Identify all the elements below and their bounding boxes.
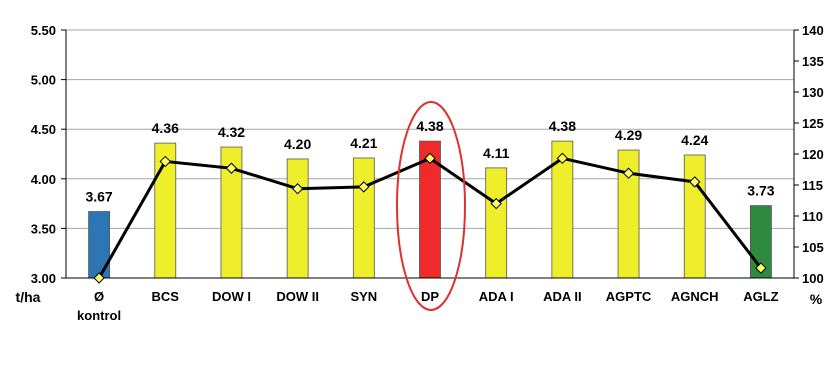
y-left-tick-label: 5.50 [31,23,56,38]
data-label-6: 4.38 [416,118,443,134]
line-marker-4 [291,183,304,195]
data-label-8: 4.38 [549,118,576,134]
line-marker-7 [490,197,502,210]
y-right-tick-label: 135 [802,54,824,69]
category-label-10: AGNCH [671,289,719,304]
y-right-tick-label: 100 [802,271,824,286]
line-marker-1 [93,272,105,284]
category-label-2: BCS [152,289,180,304]
y-right-tick-label: 110 [802,209,823,224]
category-label-11: AGLZ [743,289,778,304]
data-label-5: 4.21 [350,135,377,151]
line-marker-11 [755,262,767,274]
y-right-tick-label: 120 [802,147,824,162]
y-left-tick-label: 3.50 [31,221,56,236]
category-label-6: DP [421,289,439,304]
line-marker-10 [689,176,701,188]
data-label-4: 4.20 [284,136,311,152]
y-right-tick-label: 130 [802,85,824,100]
bar-5 [352,157,375,279]
data-label-3: 4.32 [218,124,245,140]
category-label-4: DOW II [276,289,319,304]
line-marker-2 [159,155,171,168]
data-label-9: 4.29 [615,127,642,143]
y-right-tick-label: 125 [802,116,824,131]
category-label-8: ADA II [543,289,582,304]
category-label-9: AGPTC [606,289,652,304]
y-left-tick-label: 4.00 [31,172,56,187]
bar-4 [286,158,309,279]
data-label-2: 4.36 [152,120,179,136]
y-right-tick-label: 105 [802,240,824,255]
line-marker-6 [424,152,436,165]
y-right-tick-label: 115 [802,178,823,193]
category-label-3: DOW I [212,289,251,304]
line-marker-5 [358,181,370,193]
highlight-ellipse [396,101,466,311]
category-label-1: Ø [94,289,104,304]
y-left-tick-label: 3.00 [31,271,56,286]
bar-10 [683,154,706,279]
data-label-11: 3.73 [747,183,774,199]
y-right-tick-label: 140 [802,23,824,38]
category-label-7: ADA I [479,289,514,304]
y-right-axis-label: % [810,291,823,307]
category-label-5: SYN [350,289,377,304]
y-left-tick-label: 4.50 [31,122,56,137]
y-left-tick-label: 5.00 [31,73,56,88]
line-marker-3 [225,162,238,174]
data-label-10: 4.24 [681,132,708,148]
category-sublabel-1: kontrol [77,308,121,323]
data-label-1: 3.67 [85,189,112,205]
bar-7 [485,167,508,279]
data-label-7: 4.11 [483,145,510,161]
line-marker-8 [556,152,569,165]
y-left-axis-label: t/ha [16,289,41,305]
line-marker-9 [622,167,635,179]
